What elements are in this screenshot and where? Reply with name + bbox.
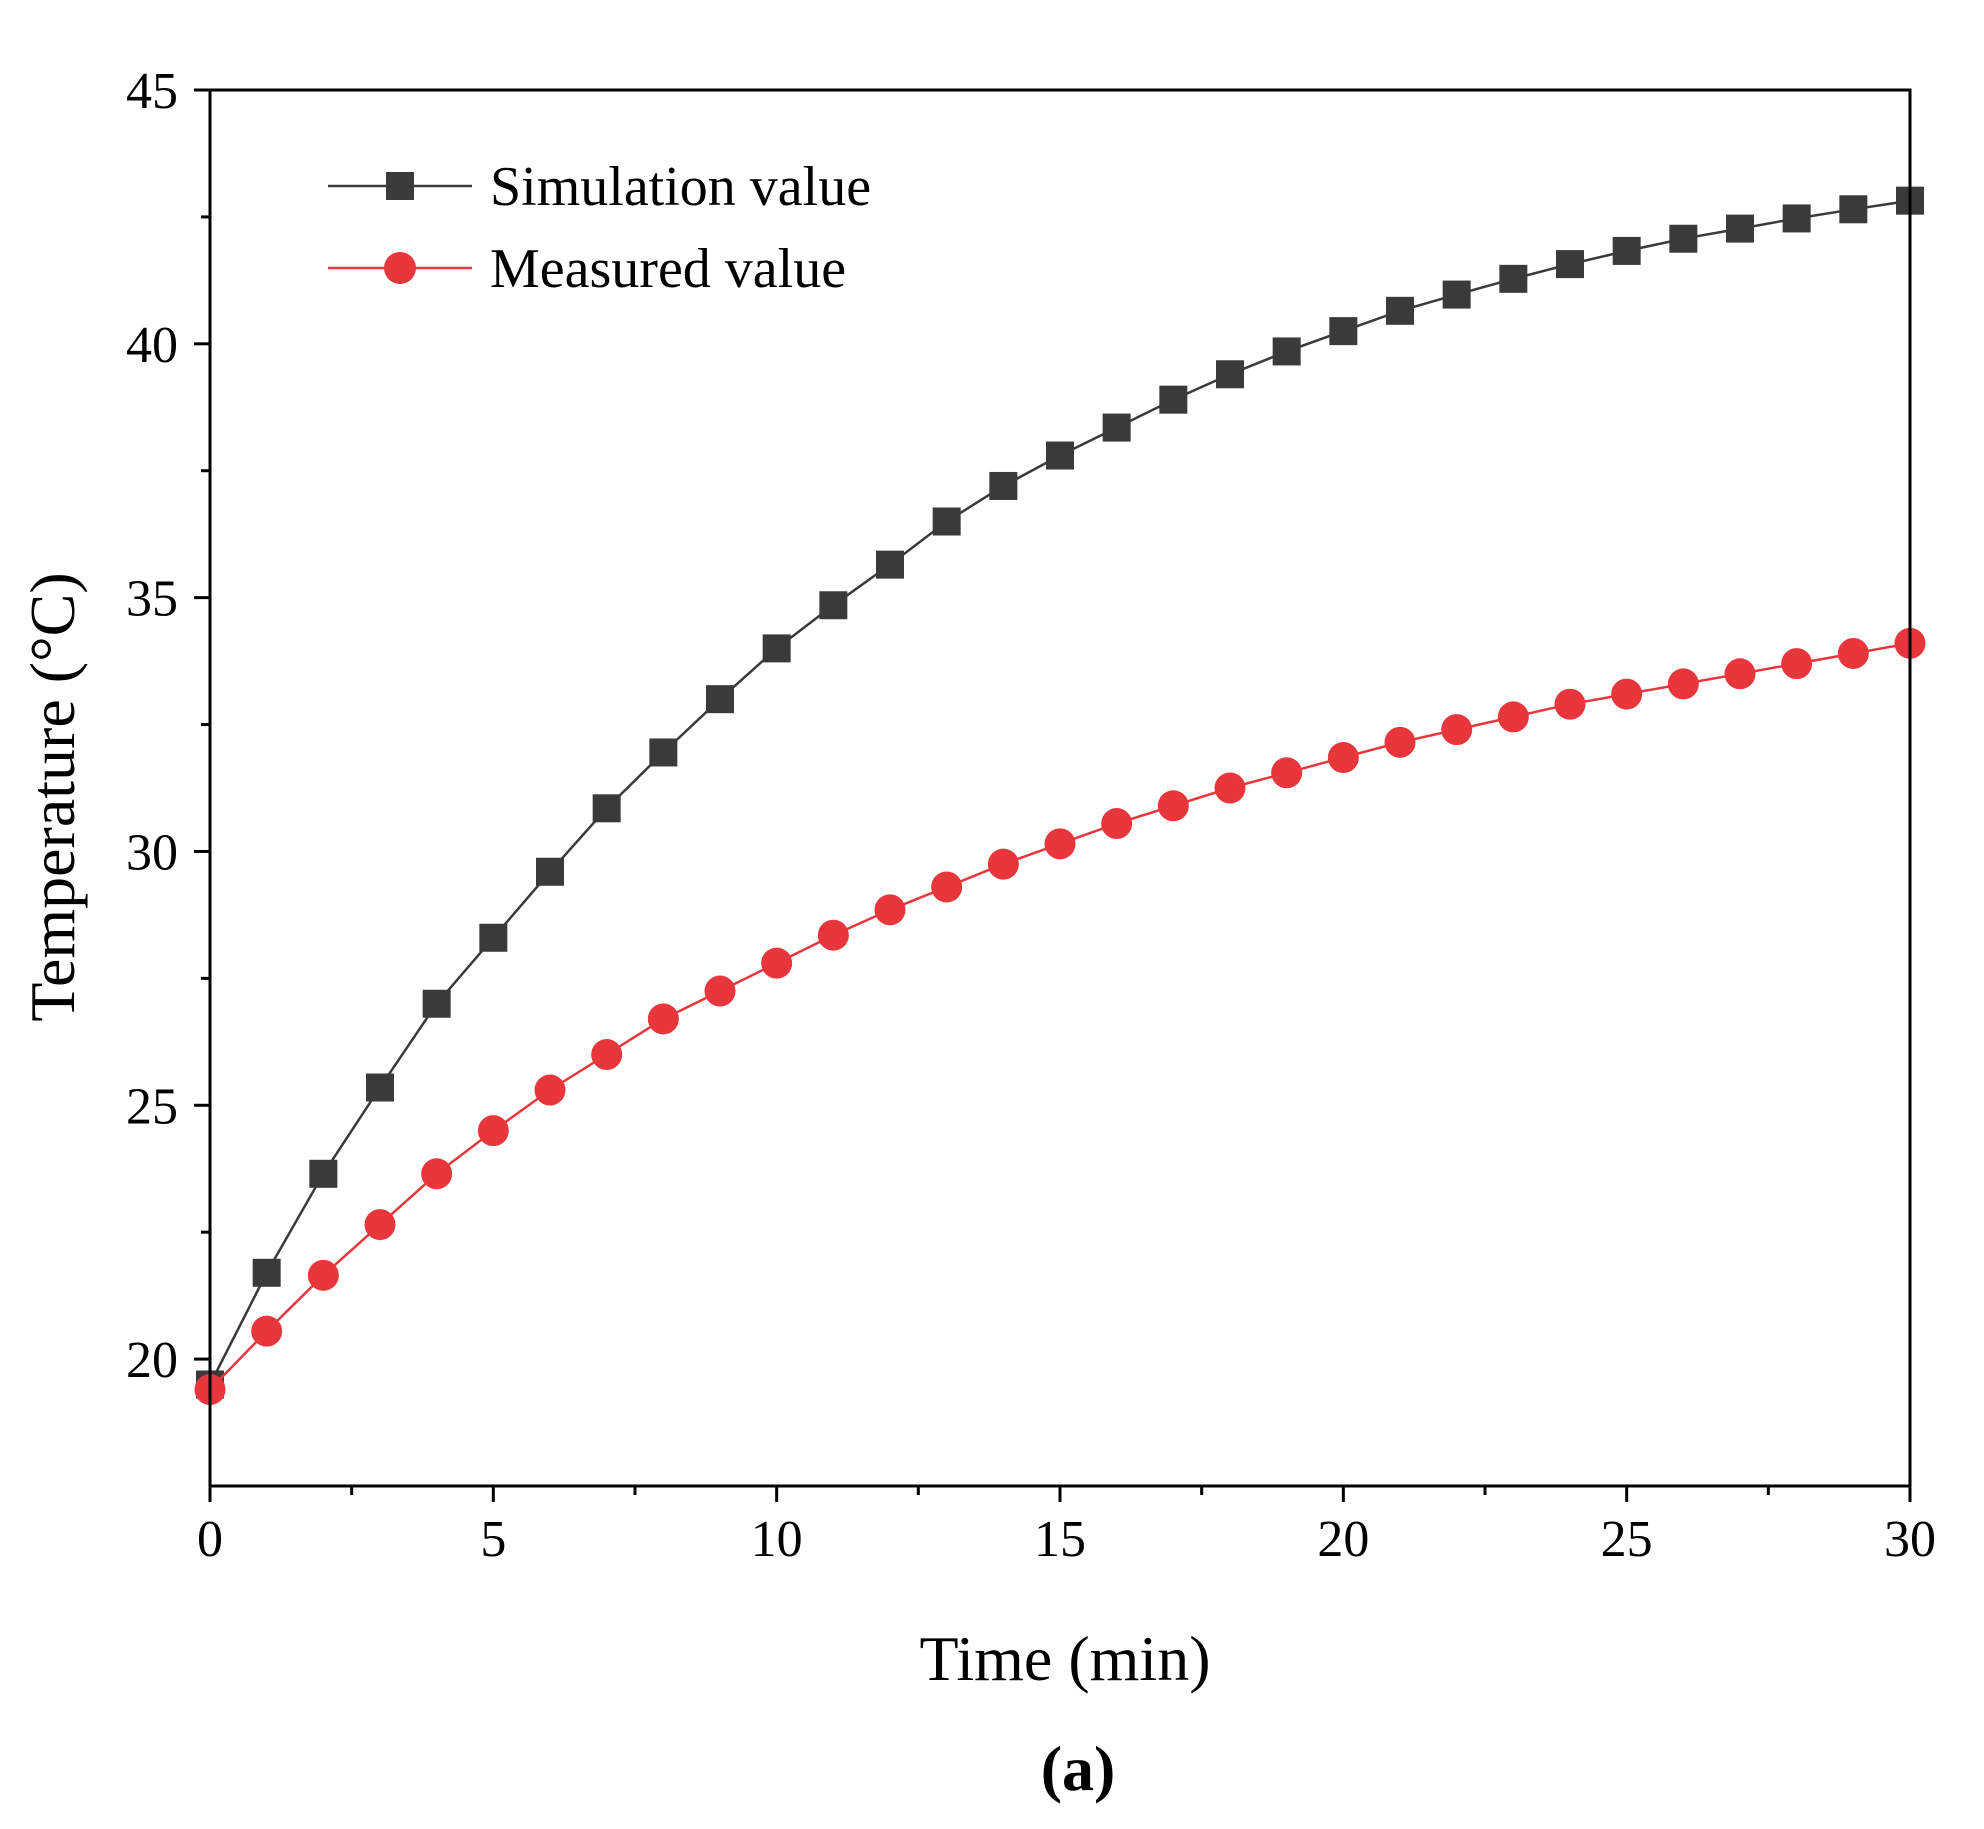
series-line-simulation <box>208 199 1911 1386</box>
data-point-measured <box>421 1158 453 1190</box>
x-tick-label: 15 <box>1034 1511 1086 1568</box>
data-point-measured <box>987 848 1019 880</box>
data-point-measured <box>1667 668 1699 700</box>
data-point-measured <box>817 919 849 951</box>
x-tick-label: 20 <box>1317 1511 1369 1568</box>
data-point-simulation <box>1499 264 1528 293</box>
data-point-simulation <box>1216 360 1244 389</box>
data-point-measured <box>1611 678 1643 710</box>
y-tick-label: 45 <box>126 63 178 120</box>
data-point-simulation <box>536 857 564 886</box>
data-point-simulation <box>649 738 678 767</box>
panel-label: (a) <box>1041 1733 1116 1804</box>
data-point-simulation <box>1102 413 1131 442</box>
data-point-simulation <box>1669 224 1698 253</box>
data-point-simulation <box>1726 214 1754 243</box>
data-point-measured <box>1044 828 1076 860</box>
data-point-measured <box>1441 714 1473 746</box>
data-point-simulation <box>1159 385 1188 414</box>
x-tick-label: 30 <box>1884 1511 1936 1568</box>
data-point-measured <box>1214 772 1246 804</box>
tick-label-layer: 0 5 10 15 20 25 30 20 25 30 35 40 45 <box>126 63 1936 1568</box>
y-tick-label: 25 <box>126 1078 178 1135</box>
legend-item-simulation: Simulation value <box>328 156 871 218</box>
data-point-measured <box>1837 637 1869 669</box>
data-point-simulation <box>706 685 734 714</box>
data-point-measured <box>647 1003 679 1035</box>
data-point-simulation <box>932 507 961 536</box>
data-point-simulation <box>1386 296 1414 325</box>
data-point-measured <box>704 975 736 1007</box>
data-point-simulation <box>479 923 508 952</box>
legend-label-simulation: Simulation value <box>490 156 871 218</box>
legend-marker-simulation <box>386 172 414 200</box>
data-point-measured <box>307 1259 339 1291</box>
y-tick-label: 20 <box>126 1332 178 1389</box>
data-point-simulation <box>309 1159 338 1188</box>
data-point-simulation <box>1556 250 1584 279</box>
data-point-simulation <box>592 794 621 823</box>
data-point-measured <box>1271 757 1303 789</box>
data-point-measured <box>931 871 963 903</box>
data-point-simulation <box>819 591 848 620</box>
data-point-simulation <box>1329 317 1358 346</box>
data-point-measured <box>251 1315 283 1347</box>
y-tick-label: 40 <box>126 317 178 374</box>
data-point-simulation <box>366 1073 394 1102</box>
data-point-measured <box>534 1074 566 1106</box>
data-point-measured <box>591 1039 623 1071</box>
data-point-simulation <box>762 634 791 663</box>
plot-frame <box>208 88 1912 1488</box>
data-point-measured <box>1157 790 1189 822</box>
y-axis-title: Temperature (°C) <box>17 572 88 1021</box>
series-line-measured <box>209 642 1911 1391</box>
data-point-measured <box>1724 658 1756 690</box>
legend-item-measured: Measured value <box>328 238 846 300</box>
data-point-simulation <box>1046 441 1074 470</box>
legend: Simulation value Measured value <box>328 156 871 300</box>
x-tick-label: 0 <box>197 1511 223 1568</box>
data-point-simulation <box>422 989 451 1018</box>
x-axis-title: Time (min) <box>920 1623 1211 1694</box>
legend-marker-measured <box>384 252 416 284</box>
data-point-measured <box>1781 648 1813 680</box>
data-point-measured <box>364 1209 396 1241</box>
data-point-measured <box>1101 808 1133 840</box>
data-point-simulation <box>252 1258 281 1287</box>
data-point-simulation <box>1612 236 1641 265</box>
data-point-simulation <box>1272 337 1301 366</box>
data-point-measured <box>761 947 793 979</box>
data-point-simulation <box>1442 280 1471 309</box>
data-point-measured <box>1554 688 1586 720</box>
data-point-measured <box>1327 742 1359 774</box>
data-point-measured <box>1497 701 1529 733</box>
data-point-simulation <box>876 550 904 579</box>
data-point-measured <box>477 1115 509 1147</box>
y-tick-label: 35 <box>126 571 178 628</box>
tick-layer <box>194 88 1912 1502</box>
data-point-measured <box>1384 726 1416 758</box>
data-point-simulation <box>1782 204 1811 233</box>
legend-label-measured: Measured value <box>490 238 846 300</box>
series-layer <box>194 186 1926 1406</box>
x-tick-label: 5 <box>480 1511 506 1568</box>
y-tick-label: 30 <box>126 824 178 881</box>
data-point-simulation <box>989 471 1018 500</box>
data-point-simulation <box>1839 195 1868 224</box>
data-point-measured <box>874 894 906 926</box>
x-tick-label: 10 <box>751 1511 803 1568</box>
x-tick-label: 25 <box>1601 1511 1653 1568</box>
